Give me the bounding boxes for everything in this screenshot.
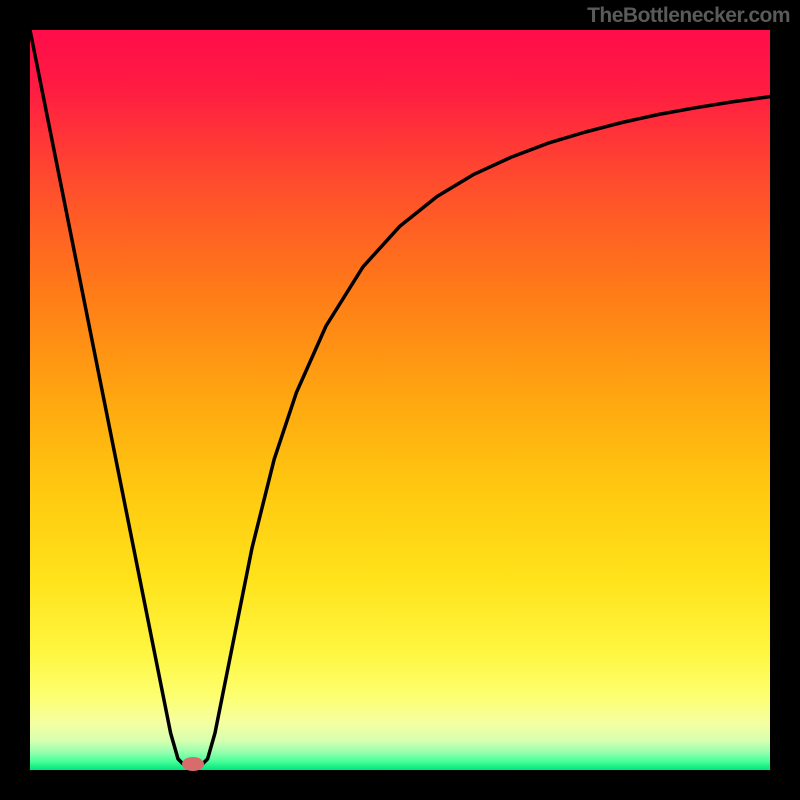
watermark-text: TheBottlenecker.com — [587, 4, 790, 28]
optimum-marker — [182, 757, 204, 771]
chart-container: TheBottlenecker.com — [0, 0, 800, 800]
bottleneck-curve — [30, 30, 770, 770]
plot-area — [30, 30, 770, 770]
